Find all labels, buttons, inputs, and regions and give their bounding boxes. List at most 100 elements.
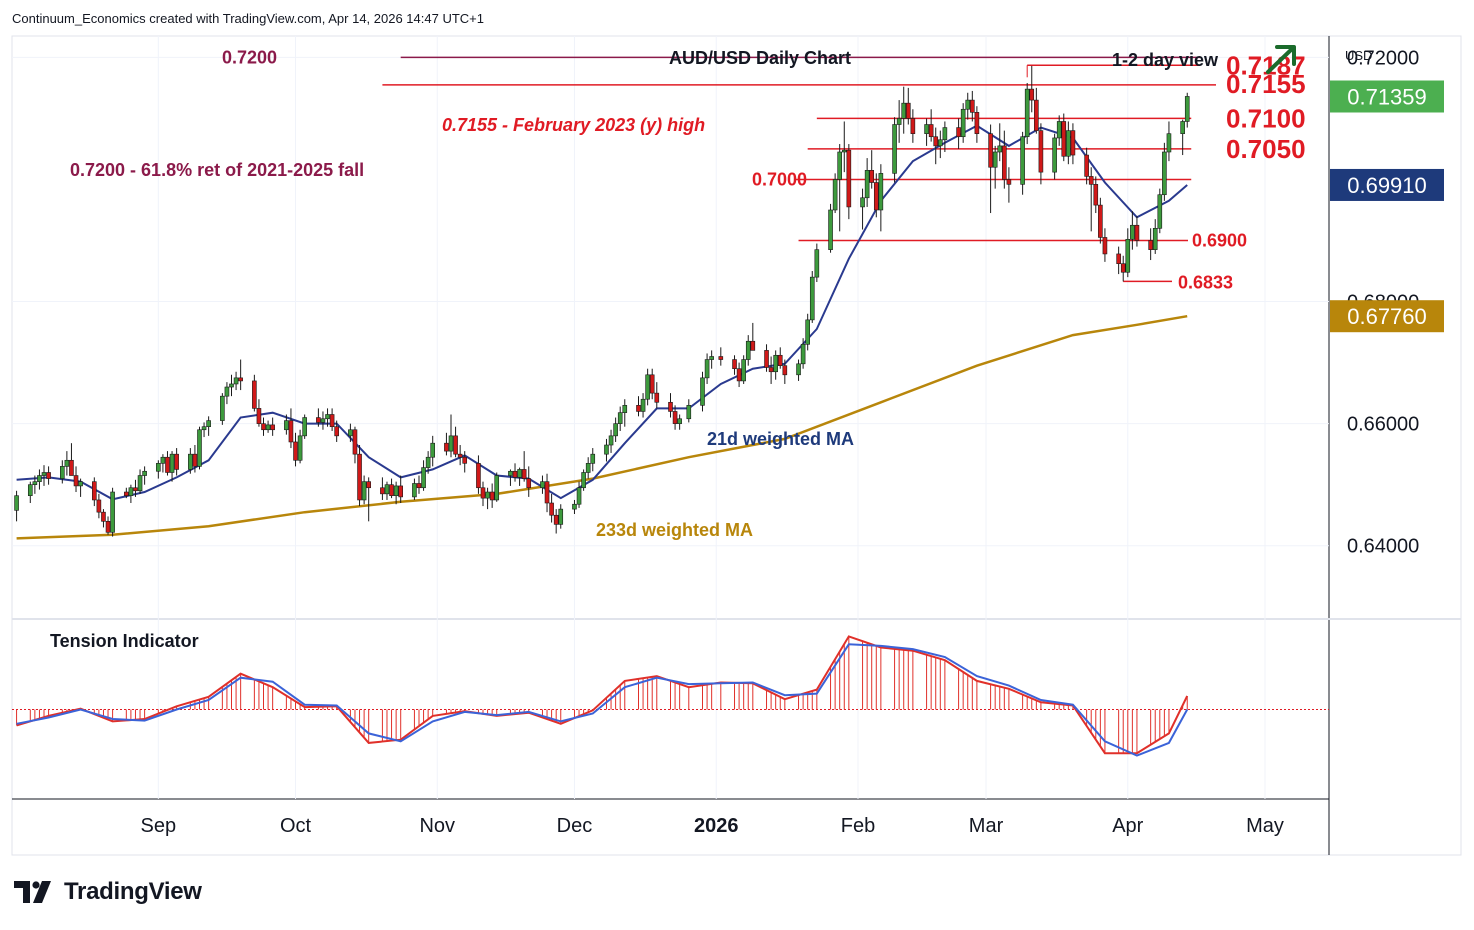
candle-body [873, 182, 879, 211]
candle-body [110, 491, 115, 533]
candle-body [297, 435, 303, 461]
candle-body [960, 108, 966, 138]
candle-body [73, 475, 79, 487]
wma-233-line [16, 314, 1188, 540]
candle-body [1166, 133, 1172, 153]
candle-body [1088, 176, 1094, 185]
candle-body [389, 484, 394, 496]
candle-body [476, 463, 481, 489]
price-badges: 0.71359 0.69910 0.67760 [1330, 80, 1444, 333]
level-label: 0.7155 [1226, 69, 1306, 99]
candle-body [1024, 88, 1030, 138]
candle-body [261, 423, 266, 431]
candle-body [800, 343, 806, 365]
candle-body [581, 472, 586, 489]
candle-body [60, 466, 65, 479]
candle-body [192, 453, 198, 467]
time-axis[interactable]: Sep Oct Nov Dec 2026 Feb Mar Apr May [141, 815, 1284, 837]
candle-body [1034, 99, 1039, 131]
level-label: 0.6833 [1178, 272, 1233, 292]
candle-body [1130, 224, 1135, 240]
candle-body [1120, 263, 1126, 273]
level-label: 0.7000 [752, 169, 807, 189]
candle-body [864, 170, 870, 199]
candle-body [901, 102, 907, 119]
candle-body [1157, 194, 1163, 229]
candle-body [718, 356, 724, 360]
candle-body [105, 521, 111, 533]
tradingview-logo[interactable]: TradingView [14, 878, 202, 906]
chart-title: AUD/USD Daily Chart [669, 48, 851, 68]
candle-body [640, 398, 646, 412]
price-tick-label: 0.64000 [1347, 536, 1419, 558]
candle-body [1184, 96, 1190, 122]
candle-body [590, 453, 596, 464]
candle-body [841, 149, 847, 153]
candle-body [636, 405, 641, 412]
candle-body [480, 487, 486, 499]
tradingview-logo-icon [14, 881, 51, 903]
candle-body [489, 491, 495, 501]
candle-body [1061, 121, 1067, 157]
price-tick-label: 0.72000 [1347, 47, 1419, 69]
candle-body [224, 386, 230, 397]
candle-body [828, 209, 833, 250]
candle-body [517, 469, 522, 478]
candle-body [348, 429, 353, 437]
candle-body [709, 356, 714, 360]
up-arrow-icon [1266, 45, 1296, 74]
candle-body [78, 481, 83, 487]
candle-body [1098, 204, 1103, 238]
candle-body [1125, 238, 1131, 273]
candle-body [905, 102, 911, 119]
candle-body [334, 426, 339, 437]
candle-body [133, 487, 138, 492]
candle-body [366, 481, 371, 489]
candle-body [585, 463, 591, 473]
candlestick-series[interactable] [14, 65, 1190, 537]
annotation-233d-wma: 233d weighted MA [596, 520, 753, 540]
candle-body [169, 453, 175, 473]
candle-body [924, 124, 929, 134]
attribution-text: Continuum_Economics created with Trading… [12, 11, 484, 26]
candle-body [1134, 224, 1140, 241]
candle-body [46, 472, 51, 479]
candle-body [846, 149, 852, 208]
wma-21-line [16, 124, 1188, 501]
candle-body [201, 426, 207, 431]
candle-body [457, 453, 463, 458]
candle-body [768, 367, 774, 373]
candle-body [357, 453, 362, 501]
chart-frame [11, 35, 1462, 856]
time-tick-label: 2026 [694, 815, 739, 837]
candle-body [430, 442, 436, 458]
candle-body [741, 359, 746, 382]
candle-body [938, 139, 943, 147]
candle-body [736, 368, 742, 382]
candle-body [1070, 130, 1076, 156]
time-tick-label: Oct [280, 815, 312, 837]
tension-indicator-title: Tension Indicator [50, 631, 199, 651]
candle-body [316, 417, 321, 423]
level-label: 0.7200 [222, 47, 277, 67]
annotation-feb-2023-high: 0.7155 - February 2023 (y) high [442, 115, 705, 135]
candle-body [37, 475, 42, 482]
time-tick-label: Mar [969, 815, 1004, 837]
candle-body [956, 127, 961, 138]
candle-body [508, 470, 513, 476]
candle-body [160, 456, 166, 464]
candle-body [238, 377, 243, 382]
candle-body [462, 456, 468, 464]
candle-body [1180, 121, 1185, 134]
candle-body [393, 485, 399, 496]
candle-body [764, 350, 769, 368]
candle-body [805, 319, 810, 345]
level-label: 0.7050 [1226, 134, 1306, 164]
candle-body [526, 478, 532, 489]
currency-label: USD [1345, 48, 1372, 63]
candle-body [668, 401, 673, 412]
time-tick-label: Apr [1112, 815, 1143, 837]
candle-body [622, 405, 628, 413]
candle-body [1148, 240, 1153, 250]
